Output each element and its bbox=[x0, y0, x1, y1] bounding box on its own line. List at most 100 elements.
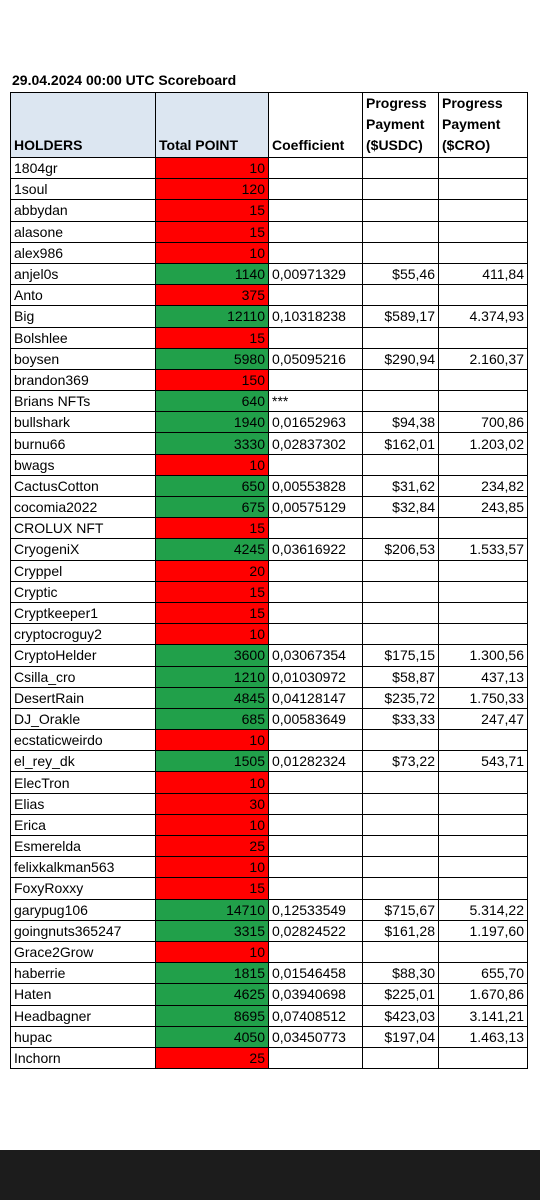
table-row: Haten 4625 0,03940698 $225,01 1.670,86 bbox=[10, 983, 528, 1006]
coefficient-cell: 0,07408512 bbox=[268, 1004, 363, 1027]
table-row: Csilla_cro 1210 0,01030972 $58,87 437,13 bbox=[10, 665, 528, 688]
cro-cell: 700,86 bbox=[438, 411, 528, 434]
usdc-cell bbox=[362, 559, 439, 582]
holder-cell: Cryptic bbox=[10, 580, 156, 603]
points-cell: 10 bbox=[155, 729, 269, 752]
table-row: Anto 375 bbox=[10, 284, 528, 307]
holder-cell: goingnuts365247 bbox=[10, 919, 156, 942]
holder-cell: 1804gr bbox=[10, 156, 156, 180]
cro-cell bbox=[438, 220, 528, 243]
coefficient-cell bbox=[268, 1046, 363, 1070]
holder-cell: Brians NFTs bbox=[10, 390, 156, 413]
holder-cell: CROLUX NFT bbox=[10, 517, 156, 540]
holder-cell: cryptocroguy2 bbox=[10, 623, 156, 646]
coefficient-cell bbox=[268, 368, 363, 392]
table-row: el_rey_dk 1505 0,01282324 $73,22 543,71 bbox=[10, 750, 528, 773]
holder-cell: abbydan bbox=[10, 199, 156, 222]
table-row: FoxyRoxxy 15 bbox=[10, 877, 528, 900]
coefficient-cell bbox=[268, 284, 363, 307]
table-row: cocomia2022 675 0,00575129 $32,84 243,85 bbox=[10, 495, 528, 519]
coefficient-cell bbox=[268, 601, 363, 625]
coefficient-cell: 0,00583649 bbox=[268, 707, 363, 731]
usdc-cell: $33,33 bbox=[362, 707, 439, 731]
holder-cell: bullshark bbox=[10, 411, 156, 434]
table-row: Bolshlee 15 bbox=[10, 326, 528, 349]
usdc-cell bbox=[362, 326, 439, 349]
usdc-cell: $55,46 bbox=[362, 262, 439, 286]
points-cell: 10 bbox=[155, 856, 269, 879]
cro-cell bbox=[438, 580, 528, 603]
coefficient-cell bbox=[268, 156, 363, 180]
coefficient-cell: 0,01546458 bbox=[268, 962, 363, 985]
points-cell: 8695 bbox=[155, 1004, 269, 1027]
points-cell: 1140 bbox=[155, 262, 269, 286]
points-cell: 15 bbox=[155, 326, 269, 349]
holder-cell: anjel0s bbox=[10, 262, 156, 286]
points-cell: 1505 bbox=[155, 750, 269, 773]
cro-cell bbox=[438, 601, 528, 625]
coefficient-cell: 0,12533549 bbox=[268, 898, 363, 921]
usdc-cell: $423,03 bbox=[362, 1004, 439, 1027]
table-row: CryptoHelder 3600 0,03067354 $175,15 1.300,5… bbox=[10, 644, 528, 667]
cro-cell: 1.533,57 bbox=[438, 538, 528, 561]
usdc-cell bbox=[362, 623, 439, 646]
cro-cell bbox=[438, 453, 528, 476]
holder-cell: Inchorn bbox=[10, 1046, 156, 1070]
usdc-cell: $225,01 bbox=[362, 983, 439, 1006]
cro-cell bbox=[438, 792, 528, 815]
scoreboard-table: HOLDERS Total POINT Coefficient Progress… bbox=[10, 92, 528, 1070]
cro-cell: 243,85 bbox=[438, 495, 528, 519]
table-row: Cryppel 20 bbox=[10, 559, 528, 582]
holder-cell: Bolshlee bbox=[10, 326, 156, 349]
holder-cell: ecstaticweirdo bbox=[10, 729, 156, 752]
cro-cell bbox=[438, 368, 528, 392]
holder-cell: DJ_Orakle bbox=[10, 707, 156, 731]
table-row: Inchorn 25 bbox=[10, 1046, 528, 1070]
holder-cell: haberrie bbox=[10, 962, 156, 985]
table-row: Erica 10 bbox=[10, 813, 528, 837]
table-row: abbydan 15 bbox=[10, 199, 528, 222]
usdc-cell bbox=[362, 241, 439, 264]
table-row: Grace2Grow 10 bbox=[10, 940, 528, 964]
table-row: boysen 5980 0,05095216 $290,94 2.160,37 bbox=[10, 347, 528, 370]
table-row: CROLUX NFT 15 bbox=[10, 517, 528, 540]
coefficient-cell bbox=[268, 856, 363, 879]
usdc-cell bbox=[362, 792, 439, 815]
points-cell: 4845 bbox=[155, 686, 269, 709]
holder-cell: el_rey_dk bbox=[10, 750, 156, 773]
column-header: HOLDERS bbox=[10, 92, 156, 158]
holder-cell: Cryptkeeper1 bbox=[10, 601, 156, 625]
holder-cell: garypug106 bbox=[10, 898, 156, 921]
title: 29.04.2024 00:00 UTC Scoreboard bbox=[12, 72, 237, 88]
usdc-cell: $161,28 bbox=[362, 919, 439, 942]
usdc-cell bbox=[362, 940, 439, 964]
cro-cell bbox=[438, 856, 528, 879]
cro-cell: 655,70 bbox=[438, 962, 528, 985]
points-cell: 3600 bbox=[155, 644, 269, 667]
table-row: ElecTron 10 bbox=[10, 771, 528, 794]
points-cell: 1210 bbox=[155, 665, 269, 688]
usdc-cell: $589,17 bbox=[362, 305, 439, 328]
coefficient-cell: 0,04128147 bbox=[268, 686, 363, 709]
coefficient-cell bbox=[268, 877, 363, 900]
points-cell: 685 bbox=[155, 707, 269, 731]
coefficient-cell bbox=[268, 517, 363, 540]
holder-cell: felixkalkman563 bbox=[10, 856, 156, 879]
usdc-cell bbox=[362, 156, 439, 180]
coefficient-cell bbox=[268, 559, 363, 582]
points-cell: 675 bbox=[155, 495, 269, 519]
usdc-cell: $58,87 bbox=[362, 665, 439, 688]
header-row: HOLDERS Total POINT Coefficient Progress… bbox=[10, 92, 528, 158]
points-cell: 640 bbox=[155, 390, 269, 413]
table-row: CryogeniX 4245 0,03616922 $206,53 1.533,57 bbox=[10, 538, 528, 561]
cro-cell bbox=[438, 834, 528, 858]
holder-cell: Grace2Grow bbox=[10, 940, 156, 964]
coefficient-cell bbox=[268, 623, 363, 646]
points-cell: 150 bbox=[155, 368, 269, 392]
column-header: Progress Payment ($CRO) bbox=[438, 92, 528, 158]
coefficient-cell: 0,00575129 bbox=[268, 495, 363, 519]
table-row: CactusCotton 650 0,00553828 $31,62 234,82 bbox=[10, 474, 528, 498]
table-row: Headbagner 8695 0,07408512 $423,03 3.141,21 bbox=[10, 1004, 528, 1027]
coefficient-cell: 0,00971329 bbox=[268, 262, 363, 286]
coefficient-cell bbox=[268, 729, 363, 752]
